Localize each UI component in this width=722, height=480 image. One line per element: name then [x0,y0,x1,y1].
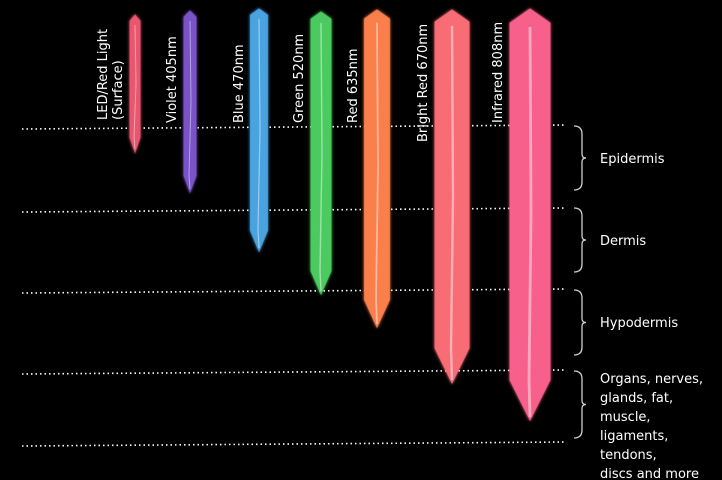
beam-highlight [375,22,379,325]
layer-label-4: Organs, nerves, glands, fat, muscle, ligam… [600,370,722,480]
layer-bracket [573,289,587,356]
beam-6 [434,9,470,385]
beam-label-line: (Surface) [111,60,126,120]
beam-3 [249,8,269,253]
beam-label-line: Red 635nm [345,48,361,123]
beam-1 [129,14,141,154]
beam-shape [183,10,197,194]
beam-4 [310,11,332,296]
beam-highlight [319,22,323,292]
beam-label-line: Blue 470nm [231,44,247,123]
layer-label-3: Hypodermis [600,316,679,331]
beam-7 [509,8,551,422]
beam-highlight [133,24,137,150]
beam-label-1: LED/Red Light (Surface) [96,29,126,120]
beam-label-4: Green 520nm [292,34,307,123]
layer-label-line: Organs, nerves, [600,372,704,387]
layer-label-line: discs and more [600,467,699,480]
layer-bracket [573,370,587,439]
beam-shape [363,9,391,329]
beam-shape [310,11,332,296]
beam-label-2: Violet 405nm [165,36,180,123]
beam-label-line: LED/Red Light [96,28,111,120]
beam-label-5: Red 635nm [346,48,361,123]
layer-boundary-line [21,369,567,375]
beam-5 [363,9,391,329]
layer-boundary-line [21,207,567,213]
beam-shape [509,8,551,422]
beam-shape [434,9,470,385]
beam-label-3: Blue 470nm [232,44,247,123]
layer-label-1: Epidermis [600,152,665,167]
layer-bracket [573,207,587,273]
beam-label-line: Bright Red 670nm [416,23,431,142]
beam-label-line: Violet 405nm [165,36,180,123]
beam-label-line: Green 520nm [292,33,307,123]
layer-boundary-line [21,441,567,447]
layer-boundary-line [21,124,567,130]
beam-shape [249,8,269,253]
beam-label-6: Bright Red 670nm [416,24,431,142]
beam-highlight [188,20,192,190]
beam-label-line: Infrared 808nm [491,21,506,123]
layer-label-line: glands, fat, muscle, [600,391,674,425]
beam-highlight [449,25,455,381]
layer-bracket [573,125,587,191]
beam-label-7: Infrared 808nm [491,22,506,123]
beam-highlight [527,26,533,418]
layer-label-2: Dermis [600,234,647,249]
beam-highlight [257,18,261,249]
layer-boundary-line [21,288,567,294]
beam-2 [183,10,197,194]
layer-label-line: ligaments, tendons, [600,429,669,463]
beam-shape [129,14,141,154]
